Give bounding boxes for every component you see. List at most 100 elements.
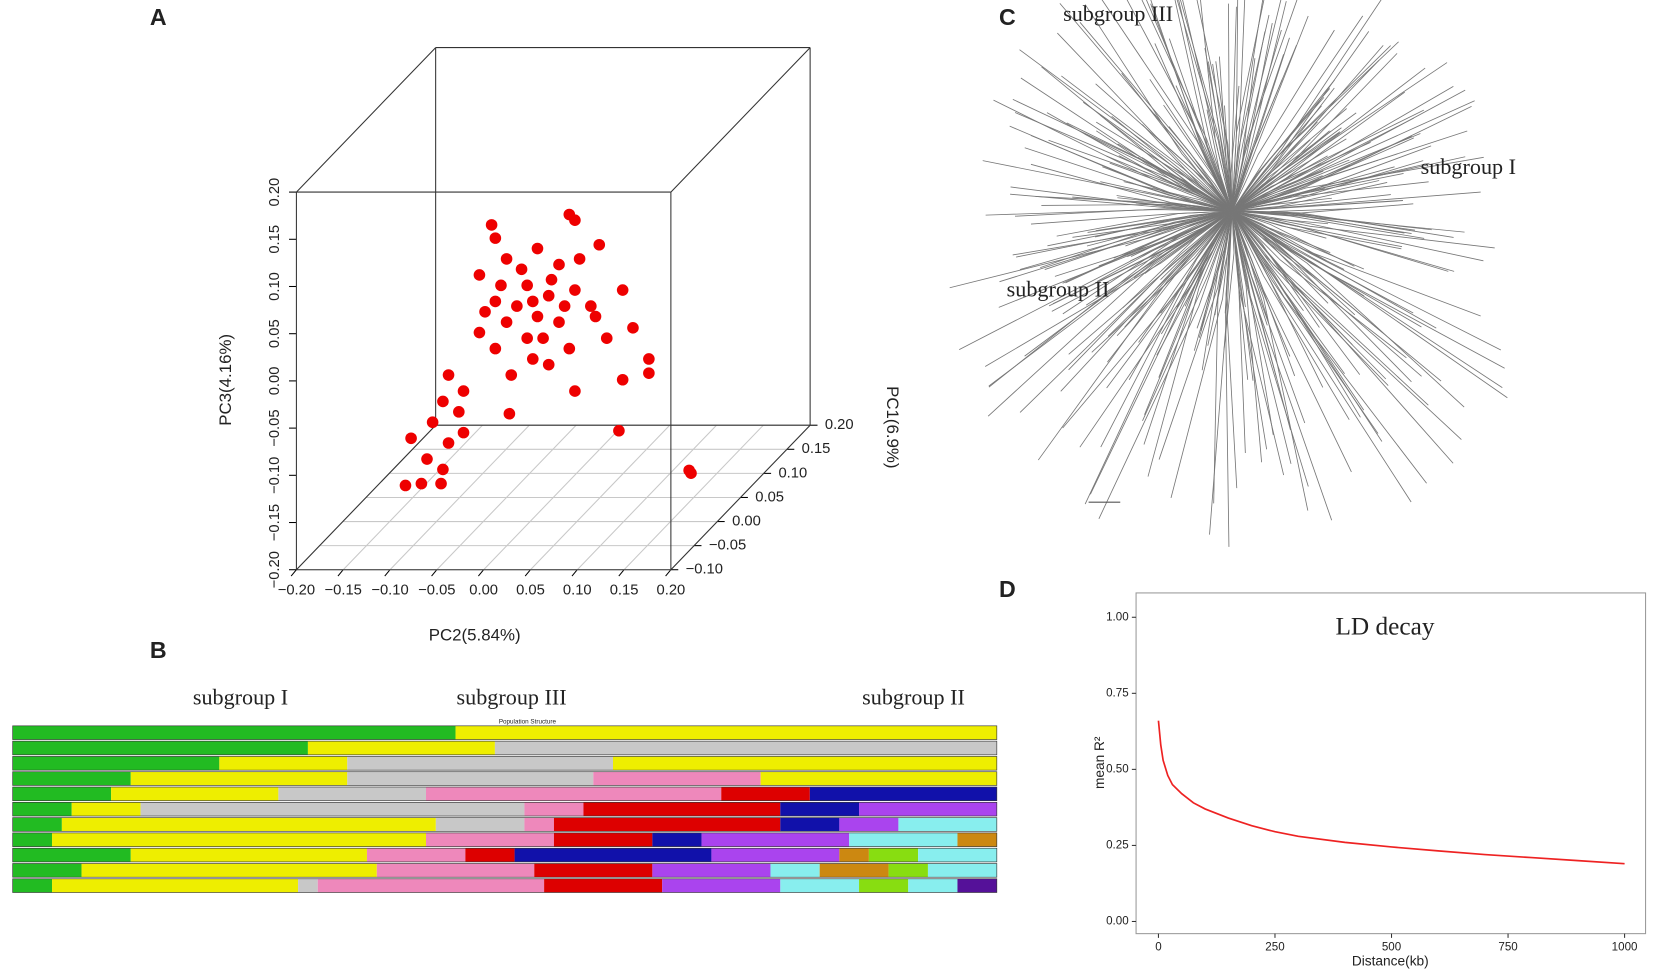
branch [1231,0,1246,212]
ancestry-segment [61,817,436,832]
box-edge [296,424,437,571]
point [415,477,428,490]
branch [1231,23,1273,212]
branch [1117,197,1233,212]
branch [1096,121,1233,212]
branch [1231,133,1421,212]
ancestry-segment [957,832,997,847]
branch [1232,200,1403,212]
point [600,332,613,345]
panel-label: A [150,4,167,30]
ancestry-segment [524,817,554,832]
ancestry-segment [957,878,997,893]
point [489,342,502,355]
ancestry-segment [809,787,997,801]
point [500,253,513,265]
branch [1095,210,1233,238]
branch [1009,125,1233,212]
point [437,395,449,408]
ancestry-segment [347,756,614,771]
ancestry-segment [376,863,535,878]
structure-title: Population Structure [499,718,557,725]
branch [1142,210,1233,421]
x-tick-label: 1000 [1612,940,1638,953]
branch [1209,211,1233,535]
branch [1175,85,1233,212]
y-tick-label: 0.20 [267,178,283,207]
branch [1014,112,1233,212]
point [495,279,507,292]
branch [1224,211,1233,314]
chart-title: LD decay [1335,613,1434,641]
branch [1130,210,1233,257]
ancestry-segment [12,817,62,832]
ancestry-segment [81,863,377,878]
point [399,479,412,492]
branch [1231,210,1383,333]
branch [1231,100,1475,212]
branch [1231,37,1290,212]
branch [993,99,1233,212]
branch [959,210,1233,351]
tree [949,0,1508,547]
branch [1163,104,1233,212]
group-label: subgroup I [1421,154,1516,179]
row-frame [12,817,998,832]
point [479,305,491,318]
ancestry-segment [524,802,584,817]
branch [1231,210,1454,464]
branch [1231,31,1370,212]
branch [1231,53,1398,212]
ancestry-segment [12,756,220,771]
x-tick [477,569,485,577]
point [627,322,639,334]
ancestry-segment [593,771,761,786]
panel-label: C [999,4,1016,30]
y-axis-label: PC3(4.16%) [216,334,235,426]
ancestry-segment [12,848,131,862]
point [569,385,581,397]
branch [1156,210,1233,356]
ancestry-segment [71,802,141,817]
ancestry-segment [652,832,702,847]
y-tick-label: 1.00 [1106,610,1129,623]
ancestry-segment [347,771,594,786]
point [643,367,655,379]
branch [1158,210,1233,460]
ancestry-segment [839,817,899,832]
branch [1231,210,1387,380]
branch [1010,193,1233,212]
ancestry-segment [721,787,810,801]
point [553,258,565,271]
ancestry-segment [435,817,525,832]
z-tick-label: 0.00 [732,513,761,529]
branch [1180,0,1233,212]
box-edge [670,424,811,571]
ancestry-segment [888,863,928,878]
y-tick-label: 0.00 [1106,915,1129,928]
point [473,326,486,339]
x-tick [665,569,672,577]
branch [1231,105,1322,212]
point [589,310,602,323]
branch [1052,210,1233,305]
ancestry-segment [52,832,427,847]
x-tick-label: 0.15 [610,583,639,599]
branch [1098,210,1233,519]
branch [1176,210,1233,308]
branch [1231,29,1335,212]
ancestry-segment [130,771,348,786]
branch [1231,210,1345,375]
branch [1147,210,1233,477]
ancestry-segment [12,802,72,817]
point [526,353,539,365]
branch [1231,0,1239,212]
branch [1231,210,1402,250]
ancestry-segment [298,878,318,893]
branch [1231,210,1407,359]
x-axis-label: PC2(5.84%) [429,626,521,645]
ancestry-segment [366,848,466,862]
branch [1061,75,1233,212]
z-tick-label: −0.10 [686,562,723,578]
